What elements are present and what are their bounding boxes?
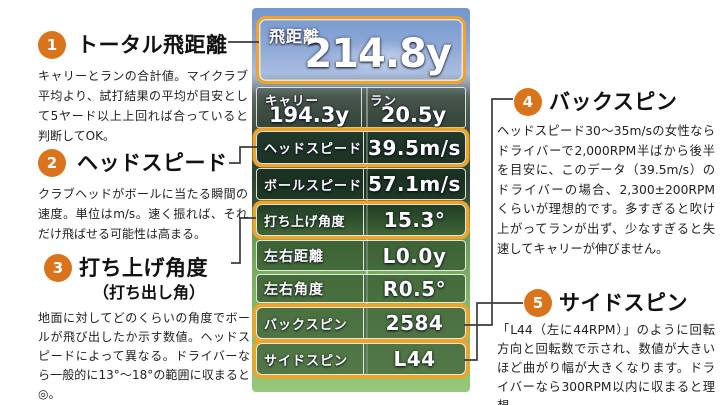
metric-value: 39.5m/s: [363, 132, 465, 163]
metric-label: 左右距離: [264, 248, 324, 265]
metric-value: 15.3°: [363, 205, 465, 235]
metric-row-lateral-distance: 左右距離 L0.0y: [256, 240, 466, 271]
metric-row-launch-angle: 打ち上げ角度 15.3°: [256, 204, 466, 236]
metric-label: 打ち上げ角度: [264, 214, 346, 230]
callout-launch-angle: 3 打ち上げ角度 （打ち出し角） 地面に対してどのくらいの角度でボールが飛び出し…: [38, 254, 250, 404]
metric-row-backspin: バックスピン 2584: [256, 307, 466, 339]
callout-title: ヘッドスピード: [77, 151, 228, 175]
run-label: ラン: [370, 93, 398, 108]
metric-label: バックスピン: [264, 317, 348, 333]
step-1-badge: 1: [38, 31, 66, 59]
metric-value: 2584: [363, 308, 465, 338]
metric-label: ボールスピード: [264, 178, 363, 194]
step-2-badge: 2: [38, 149, 66, 177]
carry-label: キャリー: [265, 93, 320, 108]
step-4-badge: 4: [514, 88, 542, 116]
callout-title: サイドスピン: [559, 291, 688, 315]
total-distance-value: 214.8y: [304, 31, 452, 77]
metric-value: L0.0y: [363, 241, 465, 270]
total-distance-box: 飛距離 214.8y: [256, 16, 466, 84]
callout-body: ヘッドスピード30〜35m/sの女性ならドライバーで2,000RPM半ばから後半…: [497, 124, 715, 256]
callout-title: トータル飛距離: [77, 33, 228, 57]
metric-value: R0.5°: [363, 275, 465, 302]
callout-total-distance: 1 トータル飛距離 キャリーとランの合計値。マイクラブ平均より、試打結果の平均が…: [38, 31, 248, 146]
callout-title: バックスピン: [549, 90, 678, 114]
carry-run-section: キャリー 194.3y ラン 20.5y: [256, 87, 466, 128]
metric-row-sidespin: サイドスピン L44: [256, 343, 466, 375]
metric-label: サイドスピン: [264, 353, 349, 369]
step-5-badge: 5: [524, 289, 552, 317]
callout-backspin: 4 バックスピン ヘッドスピード30〜35m/sの女性ならドライバーで2,000…: [497, 88, 715, 259]
callout-head-speed: 2 ヘッドスピード クラブヘッドがボールに当たる瞬間の速度。単位はm/s。速く振…: [38, 149, 248, 244]
metric-label: 左右角度: [264, 281, 324, 298]
callout-body: クラブヘッドがボールに当たる瞬間の速度。単位はm/s。速く振れば、それだけ飛ばせ…: [38, 187, 248, 241]
panel-grid-divider: [366, 87, 368, 376]
launch-monitor-screen: 飛距離 214.8y キャリー 194.3y ラン 20.5y ヘッドスピード …: [252, 8, 470, 392]
callout-body: 地面に対してどのくらいの角度でボールが飛び出したか示す数値。ヘッドスピードによっ…: [38, 311, 250, 401]
metric-row-ball-speed: ボールスピード 57.1m/s: [256, 168, 466, 200]
metric-value: L44: [363, 344, 465, 374]
metric-value: 57.1m/s: [363, 169, 465, 199]
metric-label: ヘッドスピード: [264, 142, 363, 157]
callout-sidespin: 5 サイドスピン 「L44（左に44RPM）」のように回転方向と回転数で示され、…: [497, 289, 715, 405]
carry-cell: キャリー 194.3y: [257, 88, 361, 127]
callout-body: 「L44（左に44RPM）」のように回転方向と回転数で示され、数値が大きいほど曲…: [497, 323, 715, 405]
metric-row-lateral-angle: 左右角度 R0.5°: [256, 274, 466, 303]
callout-body: キャリーとランの合計値。マイクラブ平均より、試打結果の平均が目安として5ヤード以…: [38, 69, 248, 143]
step-3-badge: 3: [44, 254, 72, 282]
run-cell: ラン 20.5y: [361, 88, 465, 127]
callout-title: 打ち上げ角度: [79, 256, 208, 280]
carry-value: 194.3y: [268, 103, 350, 127]
run-value: 20.5y: [380, 103, 447, 127]
metric-row-head-speed: ヘッドスピード 39.5m/s: [256, 131, 466, 164]
total-distance-label: 飛距離: [269, 27, 321, 46]
callout-subtitle: （打ち出し角）: [93, 283, 206, 302]
